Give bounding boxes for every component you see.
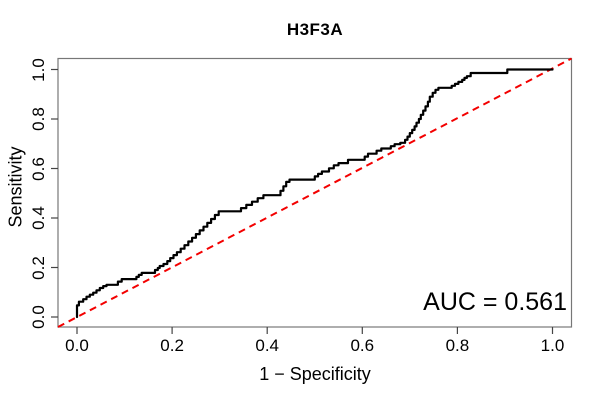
plot-box: [57, 57, 573, 328]
chance-diagonal-line: [57, 57, 572, 328]
y-axis-title: Sensitivity: [5, 146, 26, 228]
y-tick-label: 1.0: [29, 57, 48, 82]
y-tick-label: 0.8: [29, 107, 48, 131]
roc-curve: [75, 68, 554, 319]
y-tick-label: 0.4: [29, 206, 48, 230]
x-tick-label: 1.0: [540, 336, 565, 355]
y-tick-label: 0.2: [29, 255, 48, 280]
chart-title: H3F3A: [286, 20, 344, 39]
y-tick-label: 0.6: [29, 156, 48, 181]
x-tick-label: 0.0: [65, 336, 89, 355]
x-tick-label: 0.4: [255, 336, 280, 355]
x-axis-title: 1 − Specificity: [259, 364, 371, 384]
x-tick-label: 0.6: [350, 336, 375, 355]
y-tick-label: 0.0: [29, 305, 48, 329]
auc-annotation: AUC = 0.561: [423, 288, 567, 316]
x-tick-label: 0.2: [160, 336, 184, 355]
x-tick-label: 0.8: [445, 336, 470, 355]
